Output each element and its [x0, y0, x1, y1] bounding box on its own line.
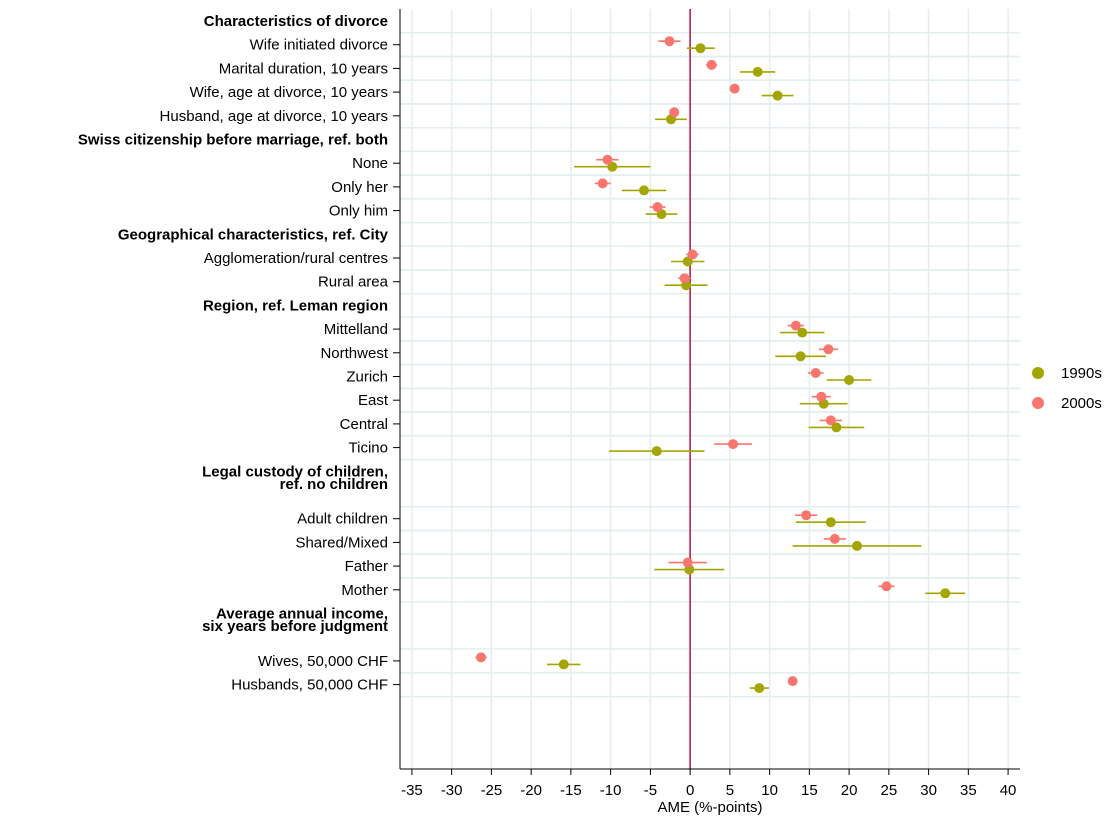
x-tick-label: -15 — [560, 782, 582, 799]
x-tick-label: -35 — [401, 782, 423, 799]
row-label: Wife, age at divorce, 10 years — [190, 84, 388, 101]
group-header-label: six years before judgment — [202, 618, 388, 635]
row-labels: Characteristics of divorce Wife initiated… — [78, 13, 400, 694]
row-label: Agglomeration/rural centres — [204, 250, 388, 267]
row-label: Shared/Mixed — [295, 534, 388, 551]
x-ticks: -35 -30 -25 -20 -15 -10 -5 0 5 10 15 20 25 30 35 40 — [401, 769, 1016, 799]
legend-label: 2000s — [1061, 395, 1102, 412]
point-1990s — [825, 517, 836, 528]
group-header-label: Swiss citizenship before marriage, ref. … — [78, 132, 388, 149]
point-1990s — [639, 185, 650, 196]
row-label: Husbands, 50,000 CHF — [231, 677, 388, 694]
group-header-label: Characteristics of divorce — [204, 13, 388, 30]
legend-marker-1990s — [1032, 367, 1044, 379]
legend: 1990s 2000s — [1032, 365, 1102, 412]
x-tick-label: -25 — [481, 782, 503, 799]
row-label: Rural area — [318, 274, 389, 291]
x-tick-label: 10 — [761, 782, 778, 799]
x-tick-label: 20 — [841, 782, 858, 799]
legend-label: 1990s — [1061, 365, 1102, 382]
axes — [399, 9, 1020, 770]
x-tick-label: -5 — [644, 782, 657, 799]
group-header-label: Average annual income, — [216, 606, 388, 623]
row-label: Father — [345, 558, 388, 575]
x-tick-label: 25 — [881, 782, 898, 799]
point-2000s — [687, 249, 698, 260]
point-2000s — [825, 415, 836, 426]
point-2000s — [679, 273, 690, 284]
row-label: Mittelland — [324, 321, 388, 338]
point-1990s — [607, 161, 618, 172]
x-tick-label: 5 — [726, 782, 734, 799]
point-2000s — [597, 178, 608, 189]
row-label: Zurich — [346, 369, 388, 386]
row-label: Northwest — [320, 345, 388, 362]
point-2000s — [801, 510, 812, 521]
x-tick-label: 35 — [960, 782, 977, 799]
point-1990s — [831, 422, 842, 433]
x-tick-label: 40 — [1000, 782, 1017, 799]
row-label: Adult children — [297, 511, 388, 528]
row-label: East — [358, 392, 389, 409]
point-2000s — [816, 391, 827, 402]
point-1990s — [651, 446, 662, 457]
legend-marker-2000s — [1032, 397, 1044, 409]
row-label: Central — [340, 416, 388, 433]
group-header-label: Legal custody of children, — [202, 463, 388, 480]
row-label: Mother — [341, 582, 388, 599]
row-label: Marital duration, 10 years — [219, 60, 388, 77]
x-tick-label: 0 — [686, 782, 694, 799]
row-label: Only him — [329, 203, 388, 220]
group-header-label: ref. no children — [280, 476, 388, 493]
row-label: Ticino — [349, 440, 388, 457]
grid — [400, 9, 1020, 769]
point-1990s — [772, 90, 783, 101]
row-label: Only her — [331, 179, 388, 196]
point-1990s — [852, 540, 863, 551]
point-2000s — [810, 368, 821, 378]
x-tick-label: -20 — [520, 782, 542, 799]
row-label: Husband, age at divorce, 10 years — [160, 108, 388, 125]
point-2000s — [476, 652, 487, 663]
point-2000s — [829, 533, 840, 544]
point-1990s — [795, 351, 806, 362]
point-1990s — [754, 683, 765, 694]
x-axis-title: AME (%-points) — [657, 799, 762, 816]
point-1990s — [844, 375, 855, 385]
x-tick-label: 15 — [801, 782, 818, 799]
point-2000s — [664, 36, 675, 47]
point-1990s — [558, 659, 569, 670]
point-2000s — [881, 581, 892, 592]
point-2000s — [729, 83, 740, 94]
point-1990s — [752, 66, 763, 77]
point-2000s — [706, 59, 717, 70]
point-2000s — [602, 154, 613, 165]
point-2000s — [669, 107, 680, 118]
point-1990s — [695, 43, 706, 54]
x-tick-label: -30 — [441, 782, 463, 799]
point-2000s — [652, 202, 663, 213]
group-header-label: Geographical characteristics, ref. City — [118, 226, 389, 243]
row-label: Wife initiated divorce — [250, 37, 388, 54]
point-2000s — [787, 676, 798, 687]
point-2000s — [790, 320, 801, 331]
row-label: None — [352, 155, 388, 172]
group-header-label: Region, ref. Leman region — [203, 297, 388, 314]
point-2000s — [823, 344, 834, 355]
point-1990s — [682, 256, 693, 267]
row-label: Wives, 50,000 CHF — [258, 653, 388, 670]
point-1990s — [797, 327, 808, 338]
point-1990s — [940, 588, 951, 599]
x-tick-label: 30 — [920, 782, 937, 799]
point-estimates — [476, 36, 951, 694]
point-2000s — [728, 439, 739, 450]
x-tick-label: -10 — [600, 782, 622, 799]
point-2000s — [682, 557, 693, 568]
